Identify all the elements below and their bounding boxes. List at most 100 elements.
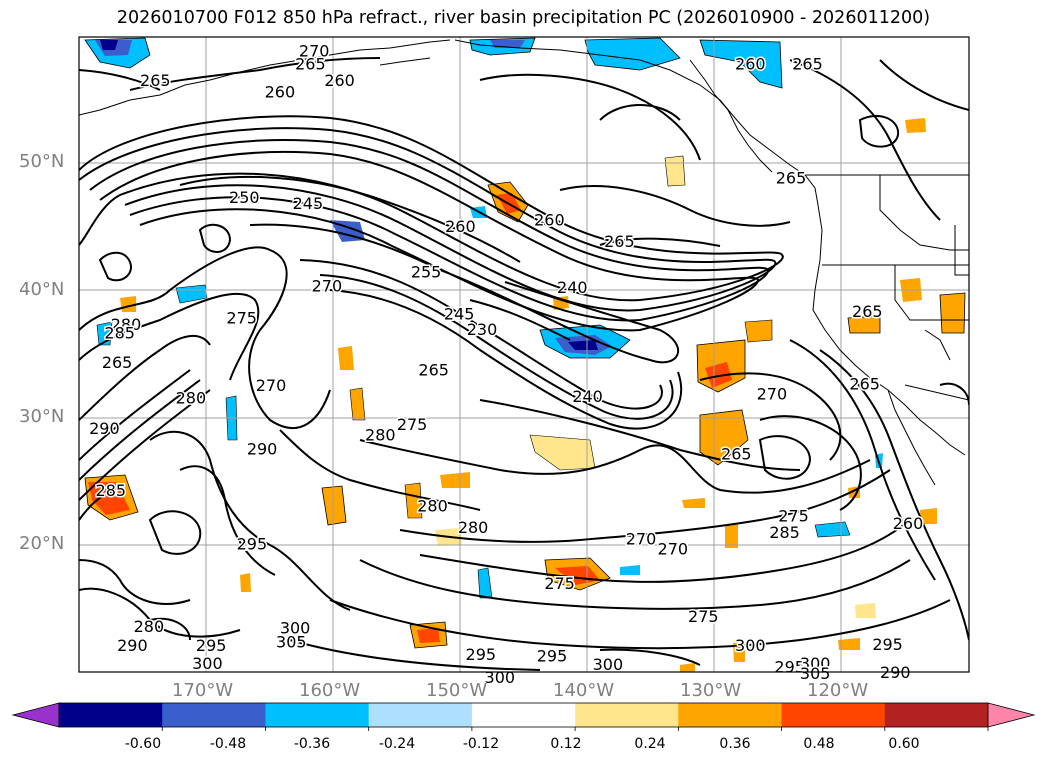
contour-label: 270 [658,540,689,559]
precip-patch [682,498,705,508]
colorbar-tick-label: -0.24 [378,736,416,752]
contour-label: 300 [800,654,831,673]
lat-label-50n: 50°N [19,151,65,172]
lon-label-160w: 160°W [299,680,361,701]
contour-label: 260 [445,217,476,236]
precip-patch [240,573,251,592]
coastlines [79,39,969,486]
contour-label: 300 [593,655,624,674]
contour-label: 295 [537,646,568,665]
contour-label: 290 [89,419,120,438]
contour-label: 305 [276,632,307,651]
precip-patch [838,638,860,650]
contour-label: 285 [104,324,135,343]
colorbar-min-extension [11,702,60,728]
precip-patch [939,292,966,334]
contour-label: 245 [444,305,475,324]
contour-label: 275 [688,607,719,626]
precip-patch [440,472,470,488]
precip-patch [555,566,600,585]
contour-label: 260 [265,82,296,101]
precip-patch [417,628,440,643]
contour-label: 280 [458,518,489,537]
contour-label: 265 [418,361,449,380]
colorbar-segment [884,703,989,727]
colorbar-tick-label: 0.36 [719,736,751,752]
colorbar-segment [162,703,266,727]
lon-label-140w: 140°W [553,680,615,701]
colorbar-segment [575,703,679,727]
precip-patch [584,37,681,71]
contour-label: 270 [256,376,287,395]
contour-label: 270 [312,277,343,296]
precip-patch [88,482,130,515]
lon-label-120w: 120°W [807,680,869,701]
precip-patch [744,319,773,343]
contour-label: 265 [295,54,326,73]
contour-label: 280 [417,496,448,515]
lon-label-130w: 130°W [680,680,742,701]
contour-label: 280 [176,388,207,407]
precip-patch [725,523,738,548]
colorbar-segment [59,703,163,727]
contour-label: 265 [102,353,133,372]
contour-label: 255 [411,263,442,282]
contour-label: 290 [247,439,278,458]
colorbar-tick-label: 0.48 [803,736,835,752]
contour-label: 265 [604,232,635,251]
colorbar-tick-label: 0.60 [888,736,920,752]
lon-label-150w: 150°W [426,680,488,701]
colorbar-tick-label: -0.12 [462,736,500,752]
precip-patch [338,346,354,370]
precip-patch [620,565,640,575]
contour-label: 260 [324,71,355,90]
precip-patch [664,155,686,187]
contour-label: 295 [196,636,227,655]
lat-label-20n: 20°N [19,533,65,554]
contour-label: 260 [735,54,766,73]
precip-patch [120,296,136,312]
contour-label: 265 [849,375,880,394]
lat-label-40n: 40°N [19,279,65,300]
contour-label: 265 [721,444,752,463]
contour-label: 275 [544,574,575,593]
precip-patch [847,315,881,334]
precip-patch [699,39,783,89]
colorbar-segment [781,703,886,727]
colorbar-tick-label: 0.12 [550,736,582,752]
contour-label: 295 [466,645,497,664]
contour-label: 285 [769,523,800,542]
precip-patch [349,387,366,421]
contour-label: 275 [226,308,257,327]
precip-patch [920,508,937,524]
contour-label: 280 [365,425,396,444]
contour-label: 265 [852,302,883,321]
contour-label: 290 [117,636,148,655]
precip-patch [404,482,423,519]
precip-patch [321,485,347,526]
map-frame [78,36,970,673]
colorbar-segment [368,703,473,727]
contour-label: 285 [96,481,127,500]
contour-label: 270 [626,529,657,548]
contour-label: 300 [280,618,311,637]
colorbar-frame [58,702,989,728]
contour-label: 270 [757,385,788,404]
contour-label: 300 [735,636,766,655]
contour-label: 265 [140,71,171,90]
colorbar-tick-label: -0.48 [209,736,247,752]
contour-label: 260 [893,514,924,533]
contour-label: 280 [134,617,165,636]
refractivity-contours [79,57,969,671]
contour-label: 295 [872,635,903,654]
colorbar-segment [265,703,370,727]
contour-label: 275 [397,415,428,434]
precip-patch [705,362,732,388]
precip-patch [814,521,851,538]
colorbar-segment [471,703,576,727]
contour-label: 300 [485,668,516,687]
contour-label: 240 [557,278,588,297]
contour-label: 280 [111,315,142,334]
